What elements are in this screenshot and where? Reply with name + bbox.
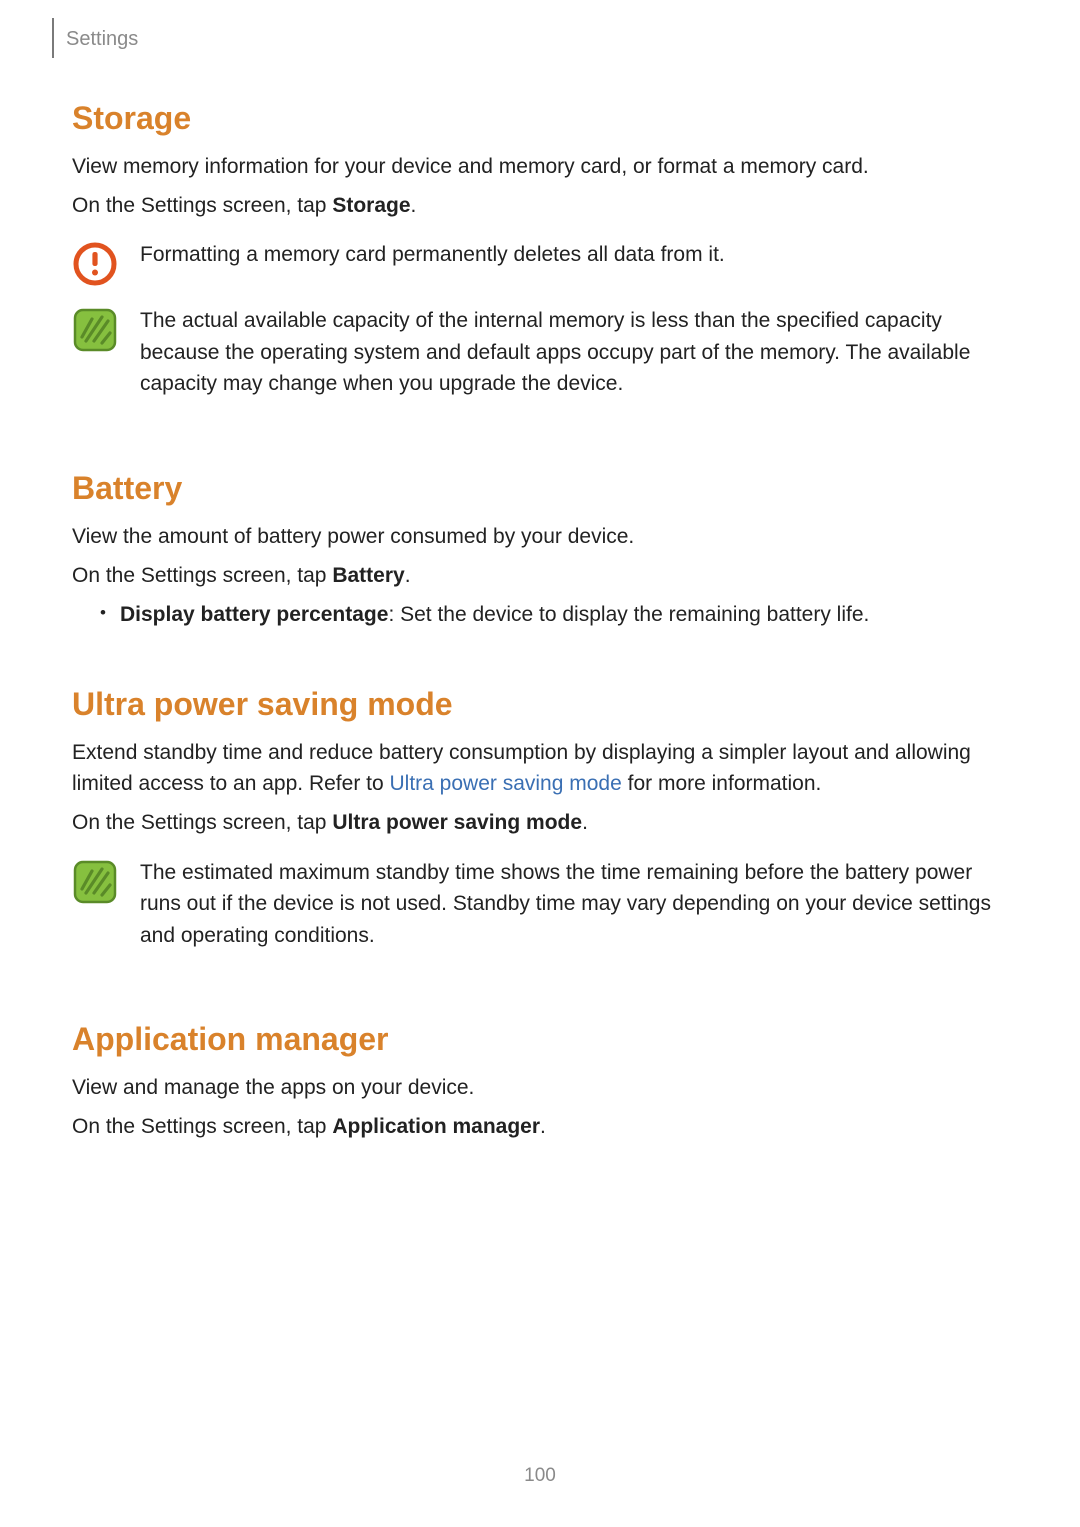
storage-warning-text: Formatting a memory card permanently del…	[140, 239, 1008, 271]
note-icon	[72, 307, 118, 353]
ultra-tap-target: Ultra power saving mode	[332, 811, 582, 834]
storage-tap-target: Storage	[332, 194, 410, 217]
battery-tap-suffix: .	[405, 564, 411, 587]
appmgr-tapline: On the Settings screen, tap Application …	[72, 1111, 1008, 1142]
ultra-info-note: The estimated maximum standby time shows…	[72, 857, 1008, 952]
page-content: Storage View memory information for your…	[72, 100, 1008, 1150]
heading-storage: Storage	[72, 100, 1008, 137]
warning-icon	[72, 241, 118, 287]
battery-bullet-text: : Set the device to display the remainin…	[388, 603, 869, 626]
appmgr-tap-prefix: On the Settings screen, tap	[72, 1115, 332, 1138]
storage-tap-suffix: .	[411, 194, 417, 217]
storage-tap-prefix: On the Settings screen, tap	[72, 194, 332, 217]
storage-info-text: The actual available capacity of the int…	[140, 305, 1008, 400]
storage-intro: View memory information for your device …	[72, 151, 1008, 182]
battery-tap-target: Battery	[332, 564, 404, 587]
ultra-tap-prefix: On the Settings screen, tap	[72, 811, 332, 834]
heading-battery: Battery	[72, 470, 1008, 507]
ultra-xref-link[interactable]: Ultra power saving mode	[390, 772, 622, 795]
ultra-tap-suffix: .	[582, 811, 588, 834]
battery-tap-prefix: On the Settings screen, tap	[72, 564, 332, 587]
battery-bullet-1: Display battery percentage: Set the devi…	[100, 599, 1008, 631]
heading-ultra: Ultra power saving mode	[72, 686, 1008, 723]
ultra-intro-b: for more information.	[622, 772, 822, 795]
breadcrumb: Settings	[66, 28, 138, 51]
storage-info-note: The actual available capacity of the int…	[72, 305, 1008, 400]
ultra-tapline: On the Settings screen, tap Ultra power …	[72, 807, 1008, 838]
page-number: 100	[0, 1465, 1080, 1487]
storage-warning-note: Formatting a memory card permanently del…	[72, 239, 1008, 287]
battery-intro: View the amount of battery power consume…	[72, 521, 1008, 552]
battery-bullet-label: Display battery percentage	[120, 603, 388, 626]
storage-tapline: On the Settings screen, tap Storage.	[72, 190, 1008, 221]
header-divider	[52, 18, 54, 58]
battery-tapline: On the Settings screen, tap Battery.	[72, 560, 1008, 591]
appmgr-tap-target: Application manager	[332, 1115, 540, 1138]
battery-bullets: Display battery percentage: Set the devi…	[72, 599, 1008, 631]
heading-appmgr: Application manager	[72, 1021, 1008, 1058]
appmgr-intro: View and manage the apps on your device.	[72, 1072, 1008, 1103]
appmgr-tap-suffix: .	[540, 1115, 546, 1138]
ultra-intro: Extend standby time and reduce battery c…	[72, 737, 1008, 799]
note-icon	[72, 859, 118, 905]
ultra-info-text: The estimated maximum standby time shows…	[140, 857, 1008, 952]
